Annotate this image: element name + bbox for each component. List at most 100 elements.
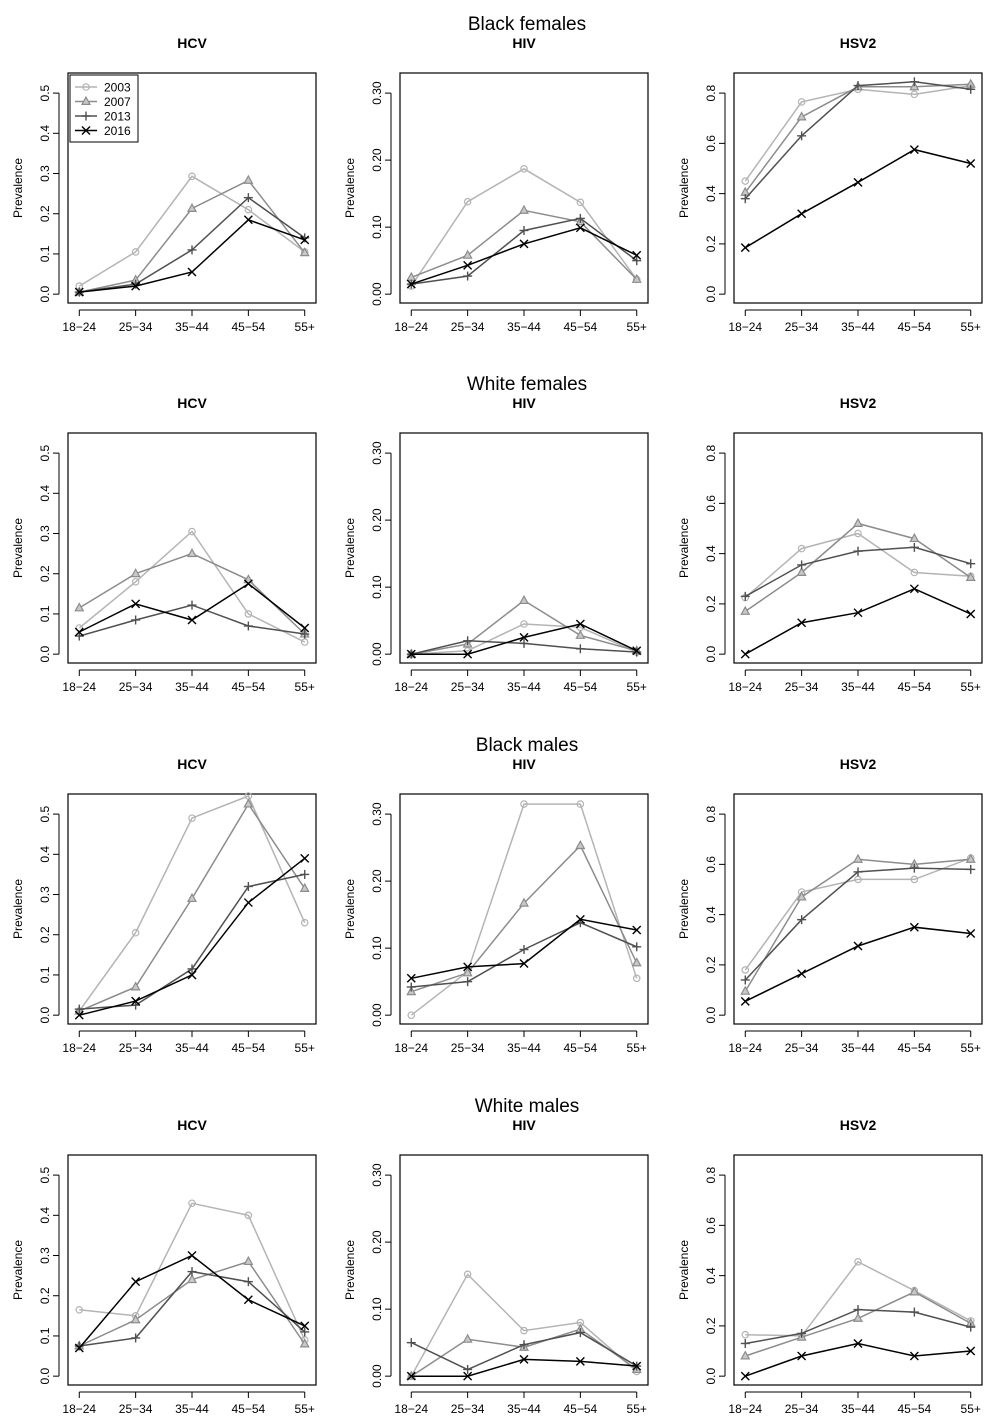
data-point: [852, 853, 864, 863]
y-axis: 0.0 0.2 0.4 0.6 0.8 Prevalence: [677, 805, 726, 1023]
data-point: [853, 177, 863, 187]
legend-marker: [81, 126, 91, 135]
series-line: [411, 844, 638, 993]
data-point: [74, 287, 84, 297]
panel-title: HCV: [177, 756, 207, 772]
legend-marker: [82, 83, 90, 91]
y-tick-label: 0.3: [38, 886, 52, 903]
data-point: [575, 839, 586, 850]
y-axis-label: Prevalence: [343, 518, 357, 578]
data-point: [740, 975, 750, 985]
data-point: [300, 918, 309, 927]
x-tick-label: 25−34: [451, 680, 485, 694]
data-point: [243, 1277, 253, 1287]
y-axis-label: Prevalence: [11, 158, 25, 218]
y-tick-label: 0.6: [704, 495, 718, 512]
data-point: [909, 532, 920, 543]
series-2016: [74, 853, 310, 1020]
series-2016: [74, 215, 310, 297]
data-point: [797, 209, 807, 219]
panel-title: HSV2: [840, 1117, 877, 1133]
data-point: [632, 942, 642, 952]
y-tick-label: 0.4: [704, 545, 718, 562]
data-point: [853, 867, 863, 877]
x-tick-label: 18−24: [728, 1041, 762, 1055]
plot-frame: [733, 1154, 983, 1386]
panel-title: HCV: [177, 35, 207, 51]
x-tick-label: 25−34: [451, 320, 485, 334]
data-point: [632, 974, 641, 983]
x-tick-label: 45−54: [232, 1402, 266, 1416]
y-tick-label: 0.3: [38, 525, 52, 542]
data-point: [130, 1314, 141, 1324]
series-line: [79, 802, 306, 1012]
data-point: [796, 891, 807, 901]
data-point: [188, 1199, 196, 1208]
data-point: [187, 245, 197, 255]
plot-frame: [399, 432, 649, 664]
series-2003: [407, 800, 641, 1019]
plot-frame: [399, 72, 649, 304]
x-tick-label: 45−54: [898, 1041, 932, 1055]
plot-frame: [399, 1154, 649, 1386]
data-point: [518, 594, 530, 605]
series-2016: [740, 145, 976, 253]
data-point: [740, 1350, 751, 1360]
data-point: [909, 1286, 920, 1296]
panel-hiv: HIV 0.00 0.10 0.20 0.30 Prevalence 18−24 25−34 3…: [343, 395, 649, 694]
y-axis: 0.0 0.2 0.4 0.6 0.8 Prevalence: [677, 84, 726, 302]
y-axis-label: Prevalence: [11, 879, 25, 939]
y-tick-label: 0.0: [704, 645, 718, 662]
panel-title: HIV: [512, 756, 536, 772]
data-point: [406, 982, 416, 992]
x-tick-label: 45−54: [232, 320, 266, 334]
x-tick-label: 18−24: [62, 680, 96, 694]
series-line: [744, 84, 971, 182]
legend-marker: [80, 95, 92, 106]
legend-item-2007: 2007: [75, 95, 131, 109]
group-title: Black females: [468, 14, 586, 35]
data-point: [244, 205, 253, 214]
x-tick-label: 25−34: [785, 680, 819, 694]
data-point: [300, 1321, 310, 1331]
series-line: [78, 552, 306, 635]
data-point: [244, 1211, 253, 1220]
x-tick-label: 25−34: [119, 320, 153, 334]
series-2016: [406, 1354, 642, 1381]
series-2007: [406, 1323, 642, 1380]
x-tick-label: 35−44: [175, 680, 209, 694]
data-point: [519, 239, 529, 249]
data-point: [74, 1010, 84, 1020]
y-tick-label: 0.30: [370, 1163, 384, 1187]
data-point: [632, 925, 642, 935]
data-point: [131, 928, 140, 937]
y-tick-label: 0.3: [38, 1247, 52, 1264]
x-axis: 18−24 25−34 35−44 45−54 55+: [62, 1030, 315, 1055]
panel-title: HSV2: [840, 35, 877, 51]
x-axis: 18−24 25−34 35−44 45−54 55+: [728, 1030, 981, 1055]
x-tick-label: 45−54: [564, 1041, 598, 1055]
x-tick-label: 45−54: [898, 320, 932, 334]
x-tick-label: 35−44: [841, 680, 875, 694]
x-tick-label: 55+: [295, 1041, 315, 1055]
panel-hsv2: HSV2 0.0 0.2 0.4 0.6 0.8 Prevalence 18−24 25−34 3…: [677, 1117, 983, 1416]
y-tick-label: 0.30: [370, 802, 384, 826]
panel-title: HIV: [512, 35, 536, 51]
data-point: [300, 235, 310, 245]
y-tick-label: 0.1: [38, 245, 52, 262]
y-tick-label: 0.2: [704, 1317, 718, 1334]
panel-hiv: HIV 0.00 0.10 0.20 0.30 Prevalence 18−24 25−34 3…: [343, 756, 649, 1055]
data-point: [797, 560, 807, 570]
legend-marker: [81, 111, 91, 121]
data-point: [243, 215, 253, 225]
x-tick-label: 45−54: [564, 1402, 598, 1416]
series-line: [744, 532, 971, 599]
data-point: [520, 620, 528, 628]
y-tick-label: 0.0: [38, 285, 52, 302]
y-tick-label: 0.2: [704, 235, 718, 252]
data-point: [909, 145, 919, 155]
data-point: [520, 165, 528, 173]
y-axis: 0.0 0.2 0.4 0.6 0.8 Prevalence: [677, 1166, 726, 1384]
y-tick-label: 0.2: [38, 205, 52, 222]
y-tick-label: 0.00: [370, 642, 384, 666]
